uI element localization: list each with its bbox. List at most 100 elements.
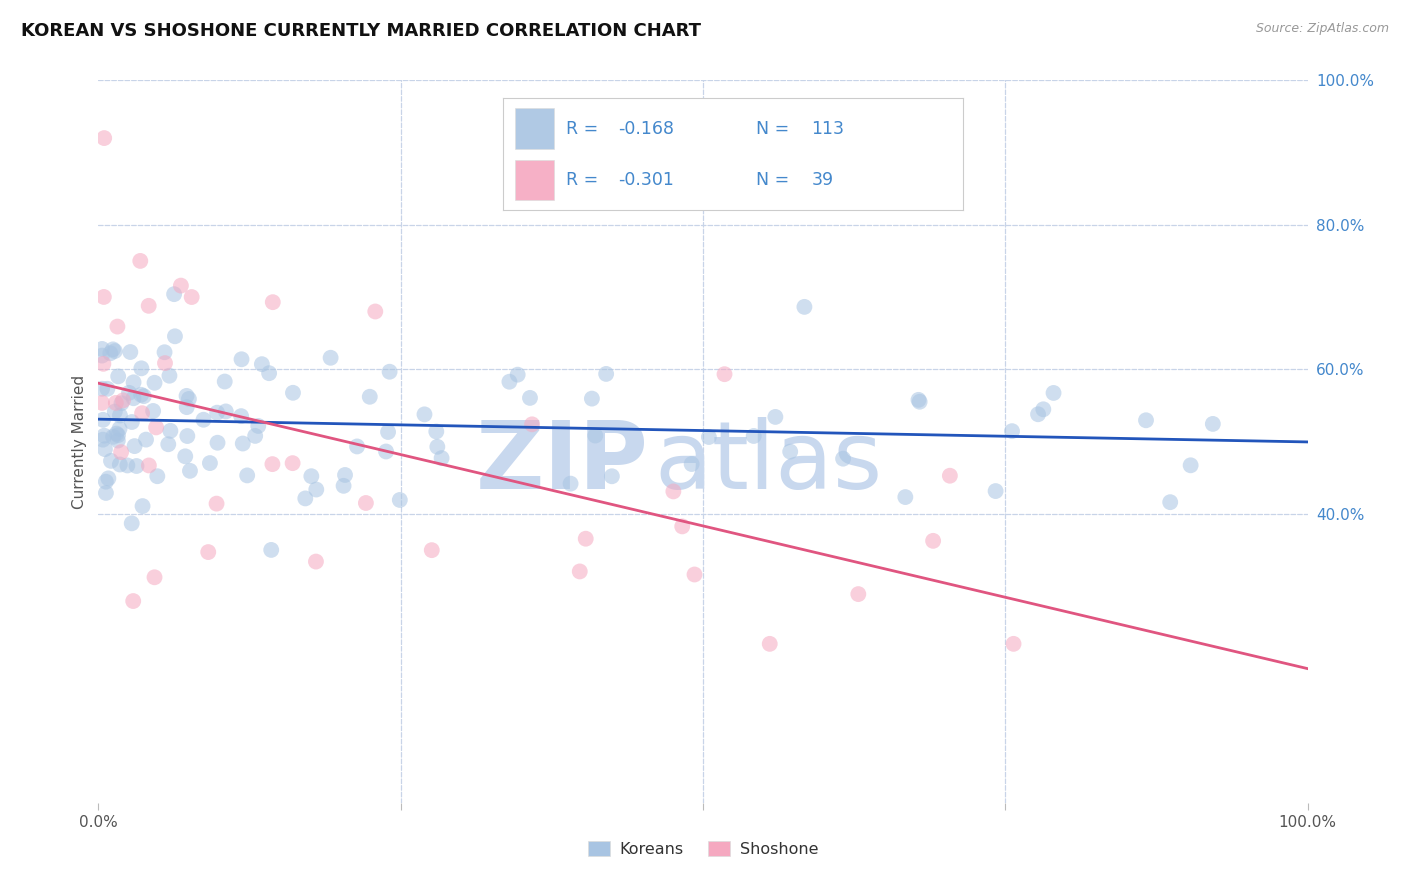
- Point: [207, 435, 229, 450]
- Point: [105, 426, 128, 441]
- Point: [157, 437, 180, 451]
- Point: [101, 343, 124, 357]
- Point: [498, 375, 520, 389]
- Point: [333, 467, 356, 482]
- Point: [145, 420, 167, 434]
- Point: [135, 433, 157, 447]
- Point: [281, 385, 304, 400]
- Point: [108, 458, 131, 472]
- Point: [299, 469, 322, 483]
- Point: [600, 469, 623, 483]
- Point: [1002, 637, 1025, 651]
- Text: Source: ZipAtlas.com: Source: ZipAtlas.com: [1256, 22, 1389, 36]
- Point: [176, 429, 198, 443]
- Point: [93, 357, 115, 371]
- Point: [413, 408, 436, 422]
- Point: [305, 483, 328, 497]
- Point: [257, 366, 280, 380]
- Point: [117, 458, 139, 473]
- Point: [107, 319, 129, 334]
- Text: KOREAN VS SHOSHONE CURRENTLY MARRIED CORRELATION CHART: KOREAN VS SHOSHONE CURRENTLY MARRIED COR…: [21, 22, 702, 40]
- Point: [146, 469, 169, 483]
- Point: [305, 555, 328, 569]
- Point: [122, 594, 145, 608]
- Point: [91, 342, 114, 356]
- Point: [110, 445, 132, 459]
- Point: [922, 533, 945, 548]
- Point: [107, 434, 129, 448]
- Point: [232, 436, 254, 450]
- Point: [832, 451, 855, 466]
- Point: [132, 389, 155, 403]
- Point: [697, 430, 720, 444]
- Point: [662, 484, 685, 499]
- Point: [364, 304, 387, 318]
- Point: [129, 253, 152, 268]
- Point: [121, 516, 143, 531]
- Point: [101, 430, 124, 444]
- Point: [332, 479, 354, 493]
- Point: [170, 278, 193, 293]
- Point: [742, 429, 765, 443]
- Point: [425, 425, 447, 439]
- Point: [143, 570, 166, 584]
- Point: [159, 424, 181, 438]
- Point: [984, 484, 1007, 499]
- Point: [229, 409, 252, 424]
- Text: atlas: atlas: [655, 417, 883, 509]
- Point: [1180, 458, 1202, 473]
- Point: [908, 394, 931, 409]
- Point: [420, 543, 443, 558]
- Point: [193, 413, 215, 427]
- Point: [100, 454, 122, 468]
- Point: [426, 440, 449, 454]
- Point: [118, 385, 141, 400]
- Point: [388, 492, 411, 507]
- Point: [108, 422, 131, 436]
- Point: [894, 490, 917, 504]
- Point: [112, 393, 135, 408]
- Point: [519, 391, 541, 405]
- Point: [153, 356, 176, 370]
- Point: [122, 376, 145, 390]
- Point: [1001, 424, 1024, 438]
- Point: [121, 415, 143, 429]
- Point: [198, 456, 221, 470]
- Point: [94, 442, 117, 457]
- Point: [176, 400, 198, 414]
- Point: [143, 376, 166, 390]
- Point: [205, 497, 228, 511]
- Point: [110, 396, 132, 410]
- Point: [177, 392, 200, 406]
- Point: [122, 391, 145, 405]
- Point: [93, 131, 115, 145]
- Point: [568, 565, 591, 579]
- Point: [94, 475, 117, 489]
- Point: [176, 389, 198, 403]
- Point: [1032, 402, 1054, 417]
- Point: [131, 406, 153, 420]
- Point: [907, 392, 929, 407]
- Point: [595, 367, 617, 381]
- Point: [197, 545, 219, 559]
- Point: [846, 587, 869, 601]
- Point: [153, 345, 176, 359]
- Point: [346, 439, 368, 453]
- Point: [174, 450, 197, 464]
- Point: [793, 300, 815, 314]
- Point: [104, 396, 127, 410]
- Point: [93, 290, 115, 304]
- Point: [142, 404, 165, 418]
- Point: [124, 439, 146, 453]
- Point: [520, 417, 543, 432]
- Point: [375, 444, 398, 458]
- Point: [359, 390, 381, 404]
- Point: [125, 458, 148, 473]
- Point: [91, 382, 114, 396]
- Point: [1159, 495, 1181, 509]
- Point: [1135, 413, 1157, 427]
- Point: [91, 433, 114, 447]
- Point: [231, 352, 253, 367]
- Point: [180, 290, 202, 304]
- Point: [159, 368, 181, 383]
